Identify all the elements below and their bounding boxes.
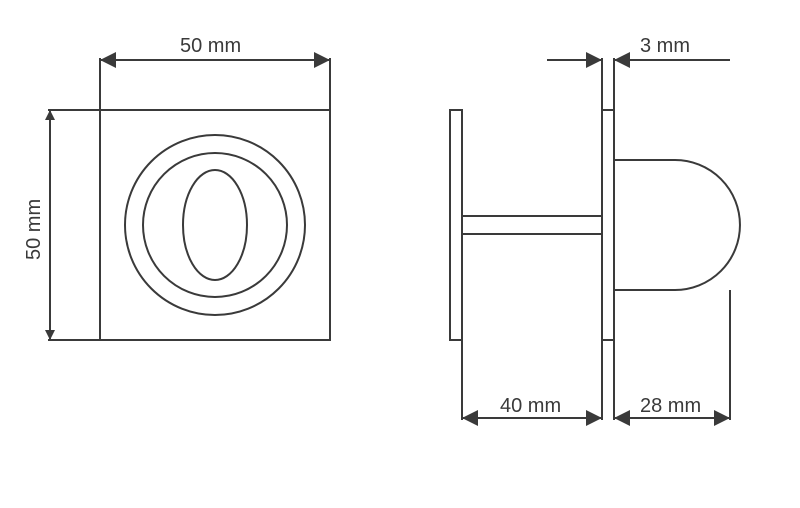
escutcheon-square [100,110,330,340]
rose-outer-circle [125,135,305,315]
rose-inner-circle [143,153,287,297]
spindle-bar [462,216,602,234]
dimension-label: 50 mm [180,35,241,57]
dimension-label: 40 mm [500,395,561,417]
front-view [100,110,330,340]
dimension-annotations: 50 mm 50 mm 3 mm 40 mm 28 mm [23,35,730,420]
left-plate [450,110,462,340]
dimension-label: 3 mm [640,35,690,57]
dimension-label: 50 mm [23,199,45,260]
dimension-label: 28 mm [640,395,701,417]
right-plate [602,110,614,340]
turn-knob-profile [614,160,740,290]
side-view [450,110,740,340]
thumb-turn-oval [183,170,247,280]
